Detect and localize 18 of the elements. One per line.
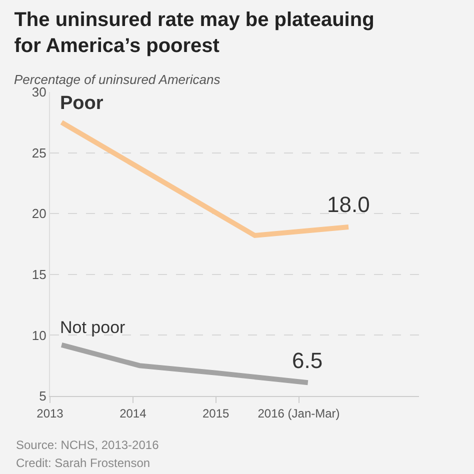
text: Credit: Sarah Frostenson xyxy=(16,456,150,470)
x-tick-label: 2014 xyxy=(120,406,147,420)
chart-title: The uninsured rate may be plateauing for America’s poorest xyxy=(14,9,374,58)
series-label: Poor xyxy=(60,93,104,114)
y-tick-label: 30 xyxy=(32,84,46,100)
y-tick-label: 20 xyxy=(32,206,46,222)
y-tick-label: 5 xyxy=(39,388,46,404)
y-tick-label: 15 xyxy=(32,266,46,282)
y-tick-label: 10 xyxy=(32,328,46,343)
annotation: 18.0 xyxy=(327,192,370,217)
source-note: Source: NCHS, 2013-2016 xyxy=(16,438,160,452)
x-tick-label: 2013 xyxy=(36,406,64,420)
x-tick-label: 2016 (Jan-Mar) xyxy=(258,406,340,420)
series-label: Not poor xyxy=(60,318,126,337)
annotation: 6.5 xyxy=(292,348,323,373)
x-tick-label: 2015 xyxy=(202,406,230,420)
chart-subtitle: Percentage of uninsured Americans xyxy=(14,72,221,87)
y-tick-label: 25 xyxy=(32,145,46,160)
